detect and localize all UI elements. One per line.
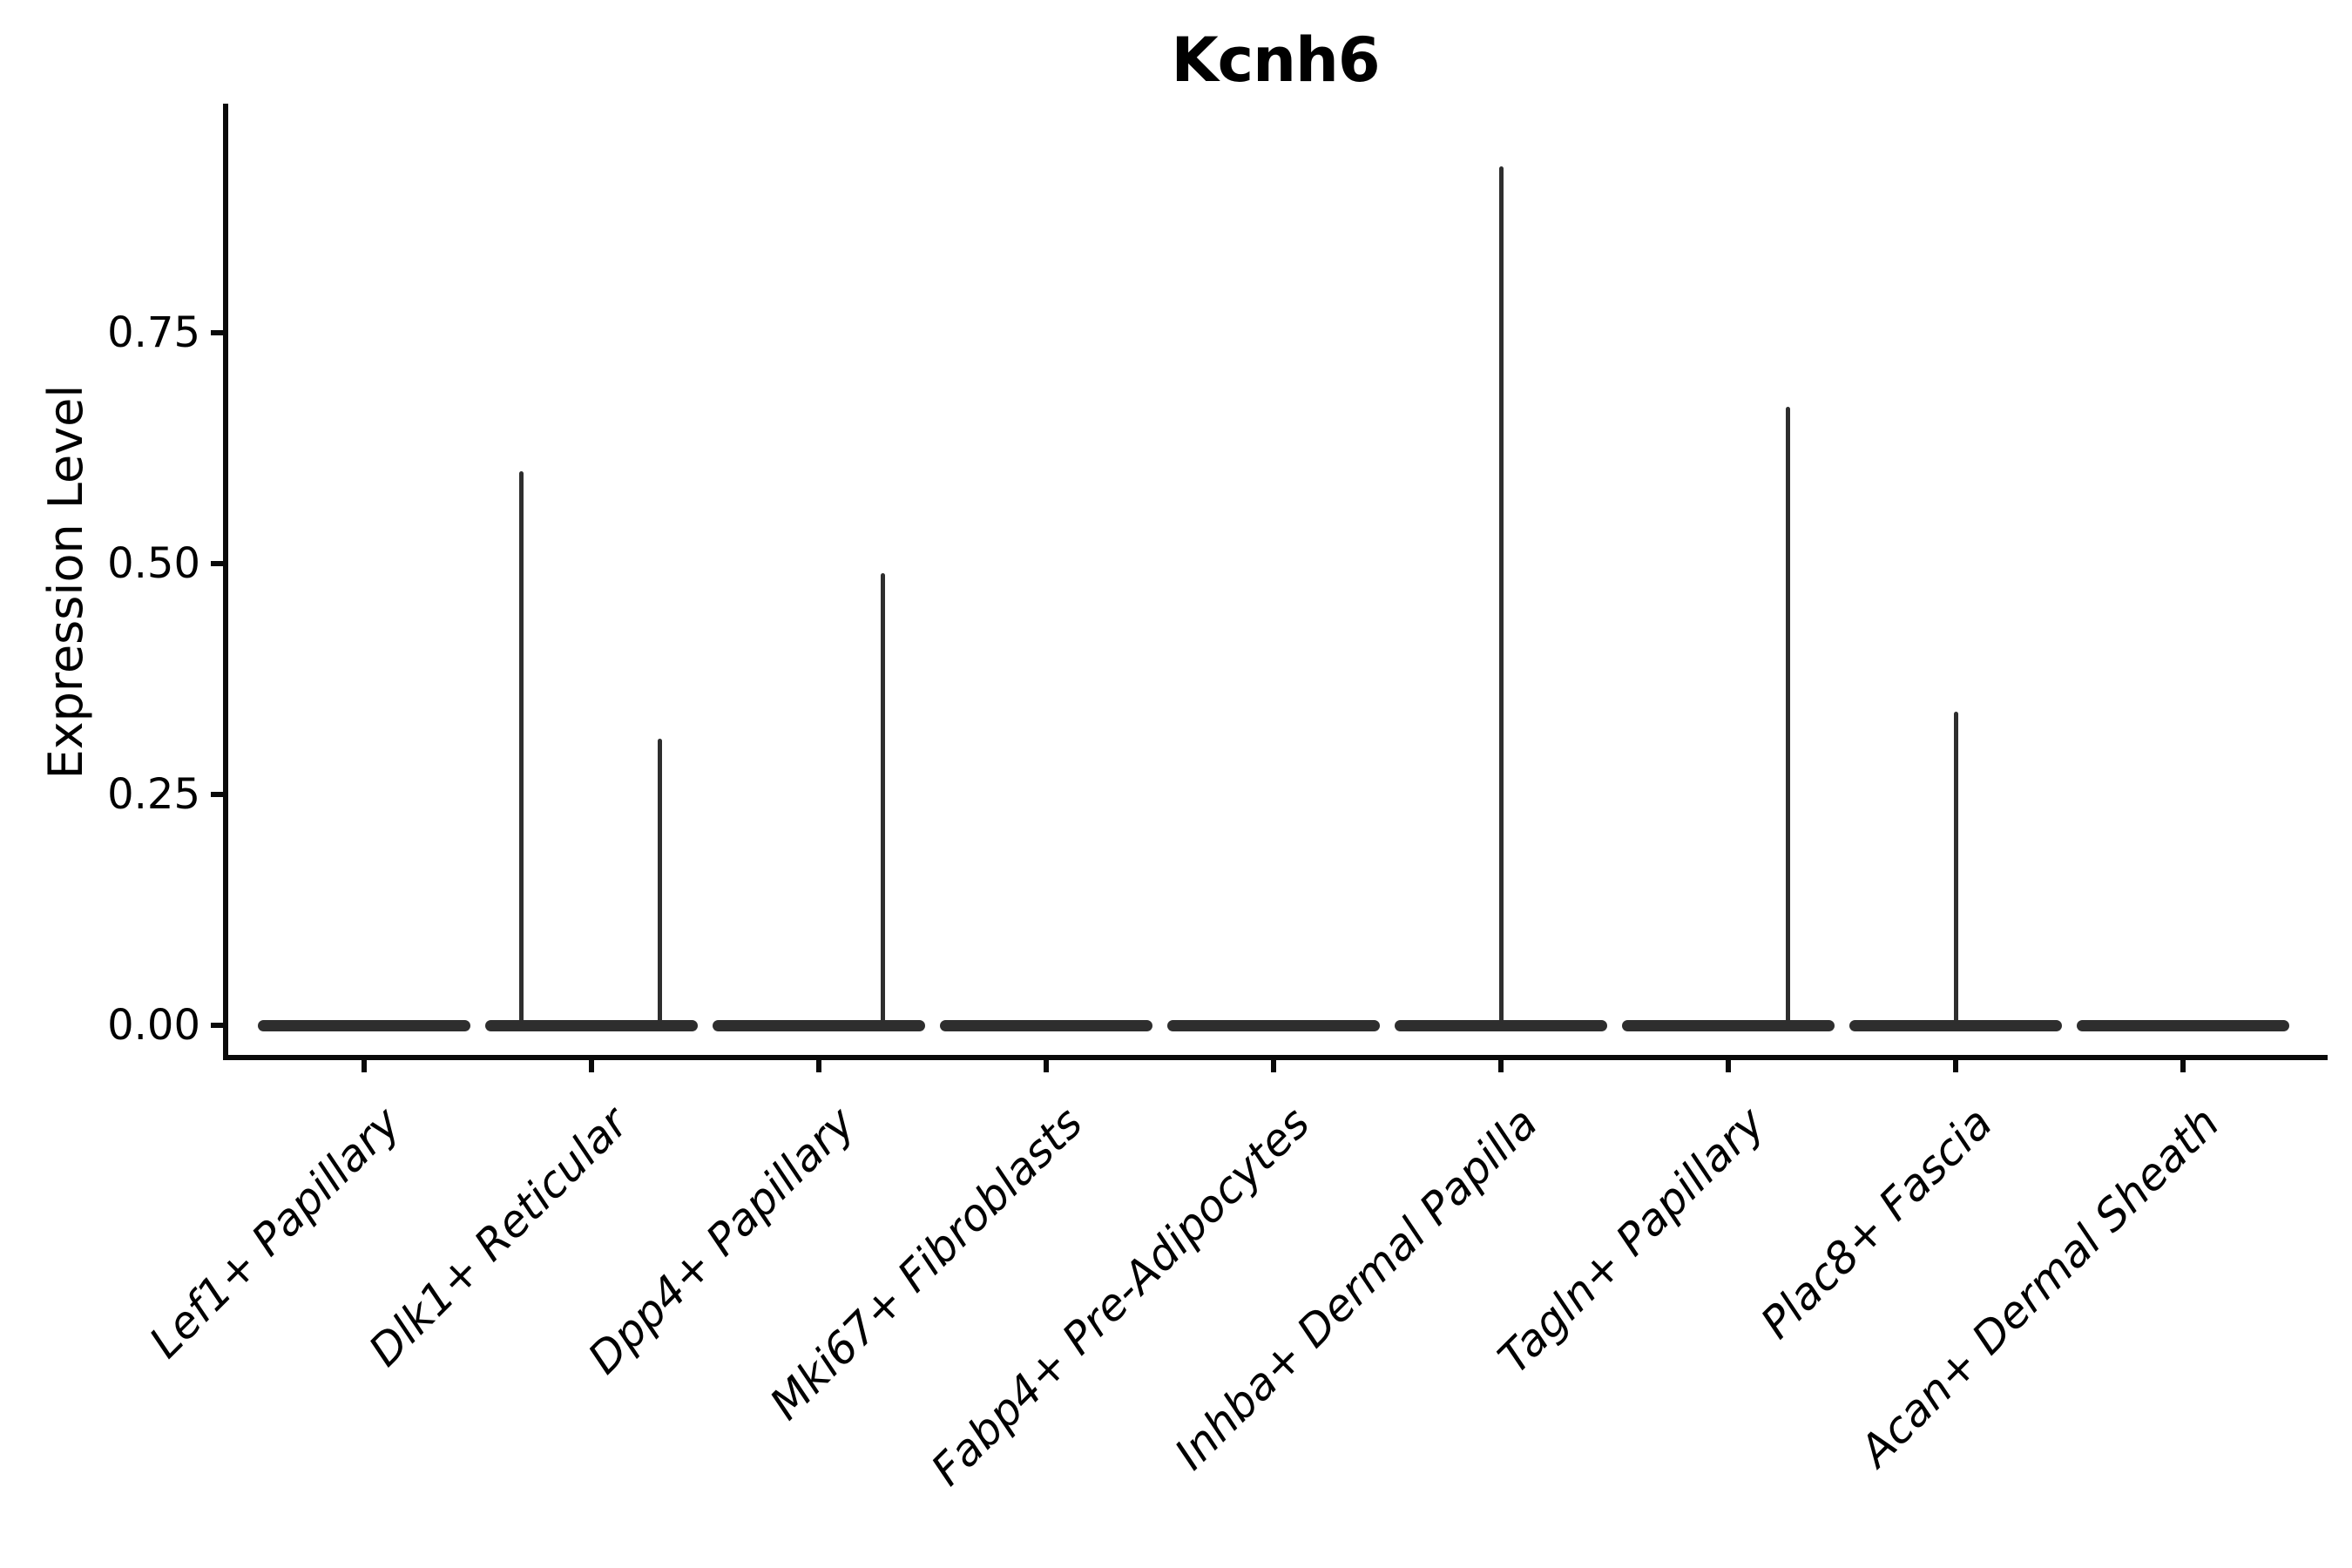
- y-tick-mark: [211, 561, 223, 566]
- x-tick-mark: [1726, 1060, 1731, 1072]
- x-category-label: Lef1+ Papillary: [139, 1097, 410, 1369]
- violin-spike: [1785, 406, 1790, 1029]
- x-tick-mark: [816, 1060, 821, 1072]
- violin-spike: [1498, 166, 1504, 1029]
- y-tick-label: 0.75: [107, 308, 200, 357]
- x-tick-mark: [2180, 1060, 2186, 1072]
- violin-spike: [518, 471, 524, 1029]
- violin-base: [1167, 1019, 1380, 1031]
- violin-spike: [657, 739, 662, 1029]
- violin-base: [1622, 1019, 1835, 1031]
- violin-base: [713, 1019, 925, 1031]
- x-category-label: Fabp4+ Pre-Adipocytes: [922, 1097, 1320, 1496]
- violin-base: [940, 1019, 1152, 1031]
- x-axis-spine: [223, 1055, 2328, 1060]
- x-category-label: Plac8+ Fascia: [1750, 1097, 2002, 1348]
- violin-spike: [880, 572, 885, 1029]
- y-tick-mark: [211, 1023, 223, 1028]
- y-tick-label: 0.00: [107, 1001, 200, 1050]
- violin-spike: [1953, 711, 1958, 1029]
- x-tick-mark: [362, 1060, 367, 1072]
- x-tick-mark: [1044, 1060, 1049, 1072]
- violin-base: [258, 1019, 470, 1031]
- y-tick-label: 0.50: [107, 539, 200, 588]
- y-tick-label: 0.25: [107, 770, 200, 819]
- x-tick-mark: [1498, 1060, 1504, 1072]
- violin-base: [2077, 1019, 2289, 1031]
- x-tick-mark: [1953, 1060, 1958, 1072]
- y-tick-mark: [211, 330, 223, 335]
- x-tick-mark: [1271, 1060, 1276, 1072]
- violin-base: [485, 1019, 698, 1031]
- x-tick-mark: [589, 1060, 594, 1072]
- y-tick-mark: [211, 792, 223, 797]
- y-axis-spine: [223, 104, 228, 1060]
- plot-title: Kcnh6: [1171, 24, 1380, 96]
